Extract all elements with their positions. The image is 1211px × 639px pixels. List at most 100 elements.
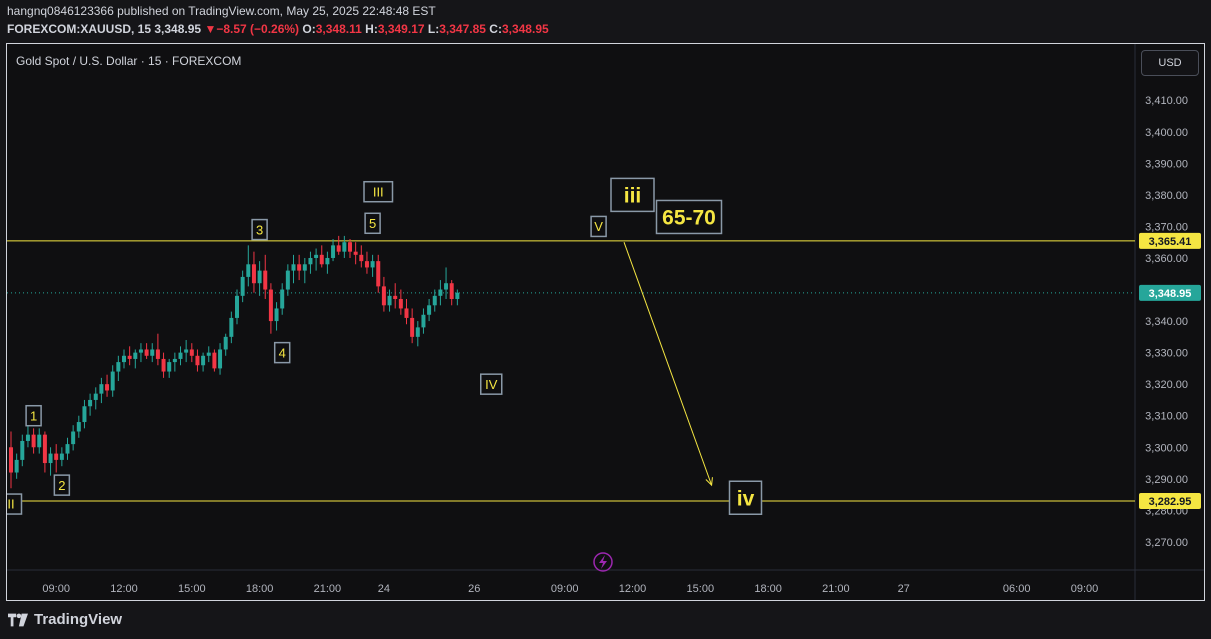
candle-body: [251, 264, 256, 284]
candle-body: [88, 399, 93, 407]
candle-body: [155, 349, 160, 359]
wave-label-box: [480, 373, 503, 395]
y-tick-label: 3,390.00: [1145, 158, 1188, 170]
down-arrow-icon: ▼: [204, 22, 217, 36]
x-tick-label: 21:00: [822, 583, 850, 595]
candle-body: [291, 264, 296, 271]
candle-body: [432, 295, 437, 306]
wave-label-box: [25, 404, 42, 427]
y-tick-label: 3,290.00: [1145, 474, 1188, 486]
candle-body: [314, 254, 319, 258]
price-chart[interactable]: 3,270.003,280.003,290.003,300.003,310.00…: [7, 44, 1204, 600]
wave-label: IV: [485, 377, 498, 392]
candle-body: [449, 283, 454, 299]
x-tick-label: 12:00: [619, 583, 647, 595]
candle-body: [302, 264, 307, 271]
candle-body: [105, 384, 110, 391]
wave-label: III: [373, 184, 384, 199]
candle-body: [20, 440, 25, 460]
instrument-title: Gold Spot / U.S. Dollar · 15 · FOREXCOM: [16, 54, 242, 68]
tradingview-logo-icon: [8, 613, 28, 626]
x-tick-label: 09:00: [42, 583, 70, 595]
candle-body: [172, 358, 177, 363]
candle-body: [381, 286, 386, 306]
wave-label-box: [655, 199, 723, 235]
candle-body: [201, 355, 206, 366]
ohlc-bar: FOREXCOM:XAUUSD, 15 3,348.95 ▼−8.57 (−0.…: [7, 22, 549, 36]
y-tick-label: 3,320.00: [1145, 379, 1188, 391]
wave-label: 65-70: [662, 207, 716, 230]
candle-body: [263, 270, 268, 290]
candle-body: [274, 308, 279, 322]
candle-body: [65, 444, 70, 454]
candle-body: [393, 295, 398, 299]
open-label: O:: [302, 22, 316, 36]
candle-body: [133, 352, 138, 359]
y-tick-label: 3,410.00: [1145, 95, 1188, 107]
candle-body: [331, 245, 336, 258]
x-tick-label: 15:00: [178, 583, 206, 595]
brand-label: TradingView: [34, 611, 123, 628]
open-value: 3,348.11: [315, 22, 362, 36]
candle-body: [31, 434, 36, 448]
y-tick-label: 3,380.00: [1145, 190, 1188, 202]
chart-frame[interactable]: 3,270.00 3,280.00 3,290.00 3,300.00 3,310.00…: [6, 43, 1205, 601]
candle-body: [218, 349, 223, 369]
wave-label-box: [728, 480, 763, 515]
wave-label-box: [363, 180, 394, 203]
candle-body: [415, 327, 420, 337]
wave-label: iv: [737, 487, 755, 510]
candle-body: [438, 289, 443, 296]
candle-body: [246, 264, 251, 277]
candle-body: [229, 317, 234, 337]
currency-button[interactable]: USD: [1141, 50, 1199, 76]
wave-label: 5: [369, 216, 376, 231]
candle-body: [144, 349, 149, 356]
candle-body: [116, 362, 121, 372]
candle-body: [122, 355, 126, 363]
wave-label: V: [594, 219, 603, 234]
low-label: L:: [427, 22, 440, 36]
candle-body: [336, 245, 341, 252]
candle-body: [223, 336, 228, 350]
candle-body: [398, 298, 403, 309]
y-tick-label: 3,340.00: [1145, 316, 1188, 328]
wave-label: 2: [58, 478, 65, 493]
candle-body: [308, 257, 313, 265]
candle-body: [206, 352, 211, 356]
x-tick-label: 24: [378, 583, 390, 595]
footer-brand: TradingView: [8, 611, 122, 628]
wave-label: II: [7, 497, 14, 512]
candle-body: [376, 261, 381, 287]
candle-body: [82, 406, 87, 423]
wave-label-box: [590, 215, 607, 238]
x-tick-label: 12:00: [110, 583, 138, 595]
candle-body: [348, 242, 352, 252]
candle-body: [427, 305, 432, 315]
high-label: H:: [365, 22, 378, 36]
y-tick-label: 3,360.00: [1145, 253, 1188, 265]
low-value: 3,347.85: [439, 22, 486, 36]
candle-body: [178, 352, 183, 359]
close-label: C:: [489, 22, 502, 36]
candle-body: [127, 355, 132, 359]
wave-label-box: [53, 474, 71, 496]
candle-body: [76, 422, 81, 432]
wave-label: 3: [256, 222, 263, 237]
candle-body: [167, 362, 172, 372]
candle-body: [353, 251, 358, 255]
y-tick-label: 3,310.00: [1145, 411, 1188, 423]
candle-body: [359, 254, 364, 262]
candle-body: [93, 393, 98, 400]
x-tick-label: 27: [898, 583, 910, 595]
y-tick-label: 3,400.00: [1145, 127, 1188, 139]
x-tick-label: 26: [468, 583, 480, 595]
candle-body: [212, 352, 217, 369]
candle-body: [257, 270, 262, 284]
last-price-badge: [1139, 284, 1201, 301]
projection-arrow-line: [623, 242, 713, 486]
x-tick-label: 09:00: [1071, 583, 1099, 595]
wave-label: 4: [279, 345, 286, 360]
x-tick-label: 18:00: [754, 583, 782, 595]
candle-body: [195, 355, 200, 366]
